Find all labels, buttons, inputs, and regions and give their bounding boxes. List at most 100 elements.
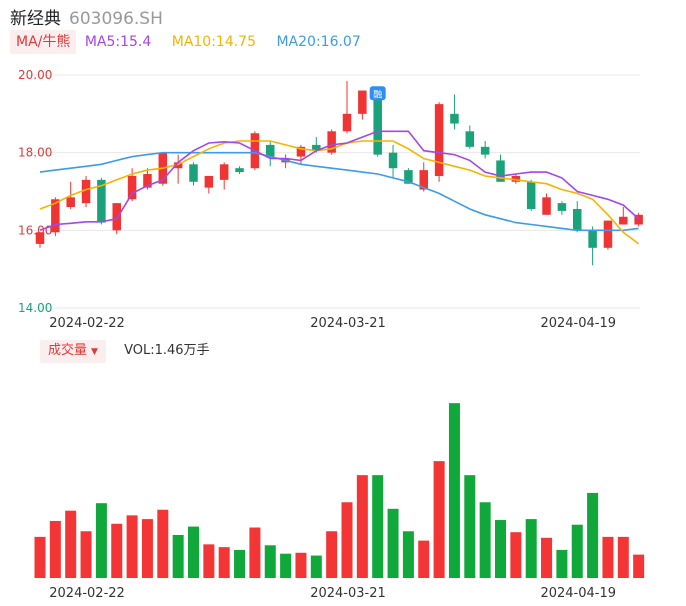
volume-bar: [280, 553, 292, 578]
candle-body: [511, 175, 521, 182]
margin-badge: 融: [369, 86, 386, 101]
volume-bar: [172, 534, 184, 578]
volume-bar: [387, 508, 399, 578]
candle-body: [450, 113, 459, 124]
margin-badge-label: 融: [373, 89, 382, 100]
candle-body: [588, 230, 597, 248]
candle-body: [312, 144, 321, 151]
candle-body: [542, 197, 551, 215]
candle-body: [81, 179, 91, 204]
ma10-label: MA10:14.75: [171, 34, 257, 50]
x-tick-label: 2024-03-21: [310, 586, 386, 601]
candle-body: [404, 170, 413, 184]
volume-bar: [295, 552, 307, 578]
candle-body: [573, 208, 582, 231]
candle-body: [388, 152, 398, 169]
volume-bar: [356, 475, 368, 578]
volume-bar: [602, 536, 614, 578]
stock-title: 新经典 603096.SH: [10, 4, 163, 29]
caret-down-icon: ▼: [91, 347, 98, 357]
volume-bar: [464, 475, 476, 578]
candle-body: [465, 131, 475, 147]
candle-body: [526, 181, 536, 209]
volume-bar: [141, 519, 153, 578]
volume-value: VOL:1.46万手: [124, 343, 210, 358]
volume-legend: 成交量 ▼ VOL:1.46万手: [40, 340, 210, 363]
candles: [35, 80, 643, 266]
x-tick-label: 2024-04-19: [540, 316, 616, 331]
volume-mode-selector[interactable]: 成交量 ▼: [40, 340, 106, 363]
volume-bar: [49, 520, 61, 578]
candle-body: [496, 160, 505, 182]
volume-bar: [341, 502, 353, 578]
margin-badge-icon: [369, 86, 386, 101]
candle-body: [480, 146, 490, 155]
price-x-axis: 2024-02-22 2024-03-21 2024-04-19: [49, 316, 616, 331]
volume-bar: [157, 509, 169, 578]
ma-legend: MA/牛熊 MA5:15.4 MA10:14.75 MA20:16.07: [10, 30, 377, 54]
price-y-axis: 20.00 18.00 16.00 14.00: [18, 68, 52, 315]
candle-body: [557, 203, 567, 211]
y-tick-label: 16.00: [18, 223, 52, 237]
y-tick-label: 18.00: [18, 146, 52, 160]
candle-body: [342, 113, 352, 132]
volume-bar: [479, 502, 491, 578]
volume-bar: [234, 549, 246, 578]
ma5-label: MA5:15.4: [84, 34, 152, 50]
candle-body: [173, 162, 183, 169]
volume-bar: [111, 523, 123, 578]
volume-bar: [249, 527, 261, 578]
candle-body: [66, 197, 75, 208]
ma10-line: [39, 140, 640, 245]
candle-body: [327, 131, 336, 153]
candle-body: [603, 220, 613, 248]
volume-bar: [587, 492, 599, 578]
volume-bar: [433, 461, 445, 578]
volume-bar: [80, 531, 92, 578]
volume-bar: [617, 536, 629, 578]
volume-bar: [372, 475, 384, 578]
candle-body: [97, 179, 106, 223]
x-tick-label: 2024-02-22: [49, 586, 125, 601]
volume-bar: [264, 545, 276, 578]
x-tick-label: 2024-03-21: [310, 316, 386, 331]
candle-body: [51, 199, 60, 233]
y-tick-label: 14.00: [18, 301, 52, 315]
stock-code: 603096.SH: [69, 9, 163, 29]
candle-body: [266, 144, 275, 157]
volume-bar: [510, 532, 522, 578]
candle-body: [419, 170, 428, 190]
candle-body: [373, 98, 382, 155]
ma-mode-selector[interactable]: MA/牛熊: [10, 30, 77, 54]
candle-body: [235, 168, 244, 173]
candle-body: [219, 164, 229, 180]
volume-bar: [326, 531, 338, 578]
x-tick-label: 2024-02-22: [49, 316, 125, 331]
volume-bar: [126, 515, 138, 578]
moving-average-lines: [39, 130, 640, 245]
volume-bar: [218, 547, 230, 578]
candle-body: [127, 175, 137, 200]
stock-name: 新经典: [10, 9, 61, 29]
volume-bar: [203, 544, 215, 578]
volume-bar: [525, 519, 537, 578]
volume-mode-label: 成交量: [48, 343, 88, 358]
candle-body: [634, 214, 643, 225]
candle-body: [112, 203, 121, 231]
volume-bar: [418, 540, 430, 578]
candle-body: [434, 104, 444, 176]
y-tick-label: 20.00: [18, 68, 52, 82]
volume-bar: [448, 403, 460, 578]
ma5-line: [39, 130, 640, 232]
price-grid: [30, 74, 640, 309]
candle-body: [296, 146, 306, 157]
volume-bar: [633, 554, 645, 578]
candle-body: [189, 164, 198, 182]
candle-body: [35, 232, 45, 244]
candle-body: [619, 216, 628, 225]
x-tick-label: 2024-04-19: [540, 586, 616, 601]
volume-bar: [495, 520, 506, 578]
ma20-label: MA20:16.07: [276, 34, 361, 50]
volume-bar: [571, 524, 583, 578]
